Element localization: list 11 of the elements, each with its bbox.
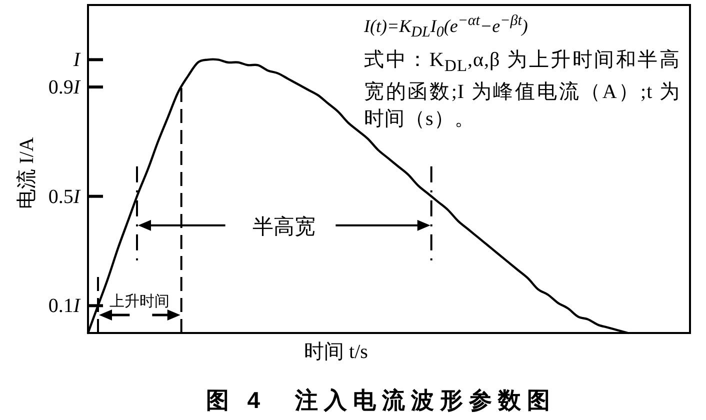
y-axis-title: 电流 I/A [16, 136, 38, 209]
annotation: 半高宽 [252, 214, 316, 238]
text: 图 4 注入电流波形参数图 [206, 387, 556, 413]
y-tick-label: 0.1I [48, 295, 82, 318]
text: I(t)=K$_{DL}$I$_{0}$(e$^{−αt}$−e$^{−βt}$) [364, 13, 528, 41]
y-tick-label: 0.9I [48, 76, 82, 98]
x-axis-title: 时间 t/s [304, 341, 368, 363]
y-tick-label: I [72, 49, 82, 72]
y-tick-label: 0.5I [48, 186, 82, 208]
annotation: 式中：K$_{DL}$,α,β 为上升时间和半高宽的函数;I 为峰值电流（A）;t 为时间（s）。 [364, 48, 680, 132]
annotation: 上升时间 [110, 293, 170, 310]
